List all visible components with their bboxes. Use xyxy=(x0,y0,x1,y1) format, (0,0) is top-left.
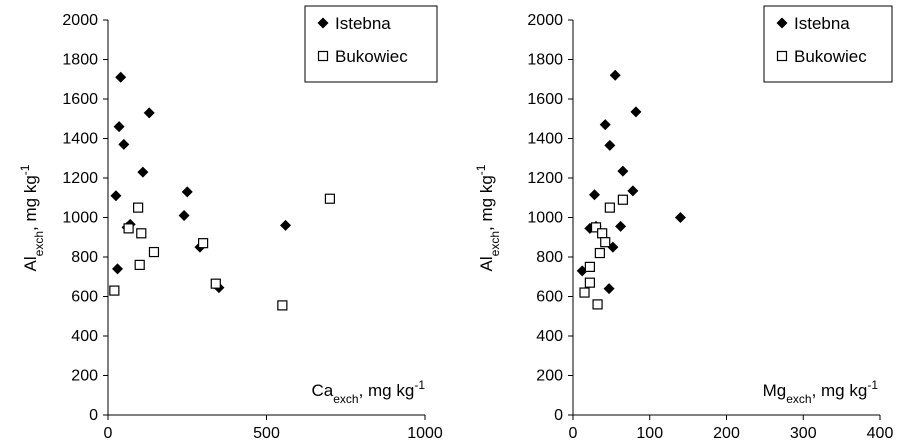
legend-marker-bukowiec xyxy=(317,50,329,62)
y-tick-label: 400 xyxy=(536,328,563,345)
y-tick-label: 600 xyxy=(71,289,98,306)
legend-label: Bukowiec xyxy=(794,47,867,66)
istebna-point xyxy=(110,190,122,202)
legend-box xyxy=(304,5,438,83)
istebna-point xyxy=(588,189,600,201)
bukowiec-point xyxy=(136,228,147,239)
x-tick-label: 1000 xyxy=(407,425,443,442)
legend-marker-bukowiec xyxy=(776,50,788,62)
istebna-point xyxy=(674,212,686,223)
bukowiec-point xyxy=(579,287,590,298)
bukowiec-point xyxy=(604,202,615,213)
x-tick-label: 0 xyxy=(104,425,113,442)
legend-marker-istebna xyxy=(776,17,788,29)
chart-ca-vs-al: 0 200 400 600 800 1000 1200 1400 1600 1800 2000 0 50… xyxy=(18,5,443,442)
legend-mg: Istebna Bukowiec xyxy=(763,5,893,83)
bukowiec-point xyxy=(109,285,120,296)
y-tick-label: 0 xyxy=(89,407,98,424)
y-tick-label: 600 xyxy=(536,289,563,306)
y-tick-label: 200 xyxy=(536,368,563,385)
bukowiec-point xyxy=(133,202,144,213)
legend-ca: Istebna Bukowiec xyxy=(304,5,438,83)
istebna-point xyxy=(280,219,292,231)
y-tick-label: 1800 xyxy=(62,52,98,69)
bukowiec-point xyxy=(198,238,209,249)
istebna-point xyxy=(143,107,155,119)
bukowiec-point xyxy=(600,237,611,248)
legend-box xyxy=(763,5,893,83)
y-tick-label: 200 xyxy=(71,368,98,385)
bukowiec-point xyxy=(594,247,605,259)
bukowiec-point xyxy=(590,222,602,233)
ticks-ca: 0 200 400 600 800 1000 1200 1400 1600 1800 2000 0 50… xyxy=(62,12,442,442)
istebna-point xyxy=(113,121,125,133)
istebna-point xyxy=(609,69,621,81)
bukowiec-point xyxy=(584,277,595,288)
istebna-point xyxy=(115,71,127,83)
bukowiec-point xyxy=(134,259,145,270)
istebna-point xyxy=(617,165,629,177)
bukowiec-point xyxy=(210,278,221,289)
istebna-point xyxy=(630,106,642,118)
legend-marker-istebna xyxy=(317,17,329,29)
y-tick-label: 2000 xyxy=(527,12,563,29)
istebna-point xyxy=(603,283,615,295)
bukowiec-point xyxy=(592,299,603,310)
y-tick-label: 1000 xyxy=(62,210,98,227)
istebna-point xyxy=(137,166,149,178)
x-tick-label: 500 xyxy=(253,425,280,442)
istebna-point xyxy=(181,186,193,198)
y-tick-label: 1400 xyxy=(527,131,563,148)
y-axis-label-ca: Alexch, mg kg-1 xyxy=(18,164,46,271)
legend-label: Istebna xyxy=(794,14,850,33)
bukowiec-point xyxy=(597,228,608,239)
x-tick-label: 300 xyxy=(790,425,817,442)
bukowiec-point xyxy=(277,300,288,311)
istebna-point xyxy=(112,263,124,275)
bukowiec-point xyxy=(123,223,134,234)
y-tick-label: 400 xyxy=(71,328,98,345)
y-axis-label-mg: Alexch, mg kg-1 xyxy=(474,164,502,271)
bukowiec-point xyxy=(584,261,595,272)
x-tick-label: 0 xyxy=(569,425,578,442)
x-axis-label-mg: Mgexch, mg kg-1 xyxy=(763,378,879,406)
istebna-point xyxy=(627,185,639,197)
y-tick-label: 1600 xyxy=(527,91,563,108)
istebna-point xyxy=(599,119,611,131)
istebna-point xyxy=(615,220,627,232)
x-tick-label: 200 xyxy=(713,425,740,442)
y-tick-label: 1200 xyxy=(527,170,563,187)
istebna-point xyxy=(118,138,130,150)
plot-area-ca xyxy=(109,71,335,311)
ticks-mg: 0 200 400 600 800 1000 1200 1400 1600 1800 2000 0 10… xyxy=(527,12,893,442)
y-tick-label: 1000 xyxy=(527,210,563,227)
y-tick-label: 1200 xyxy=(62,170,98,187)
chart-mg-vs-al: 0 200 400 600 800 1000 1200 1400 1600 1800 2000 0 10… xyxy=(474,5,893,442)
plot-area-mg xyxy=(576,69,686,310)
y-tick-label: 1800 xyxy=(527,52,563,69)
y-tick-label: 0 xyxy=(554,407,563,424)
y-tick-label: 1400 xyxy=(62,131,98,148)
y-tick-label: 800 xyxy=(71,249,98,266)
bukowiec-point xyxy=(617,194,628,205)
istebna-point xyxy=(604,139,616,151)
istebna-point xyxy=(178,210,190,222)
y-tick-label: 1600 xyxy=(62,91,98,108)
bukowiec-point xyxy=(324,193,335,204)
x-tick-label: 100 xyxy=(636,425,663,442)
y-tick-label: 2000 xyxy=(62,12,98,29)
legend-label: Istebna xyxy=(335,14,391,33)
bukowiec-point xyxy=(148,246,160,258)
legend-label: Bukowiec xyxy=(335,47,408,66)
x-axis-label-ca: Caexch, mg kg-1 xyxy=(311,378,425,406)
x-tick-label: 400 xyxy=(867,425,894,442)
y-tick-label: 800 xyxy=(536,249,563,266)
